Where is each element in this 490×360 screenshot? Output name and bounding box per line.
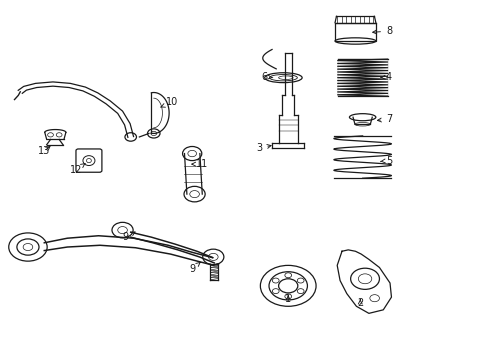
Text: 8: 8 [373, 26, 392, 36]
Text: 7: 7 [377, 114, 392, 124]
Text: 2: 2 [357, 298, 364, 308]
Text: 9: 9 [123, 232, 135, 242]
Text: 13: 13 [38, 146, 50, 156]
Text: 12: 12 [70, 163, 85, 175]
Text: 9: 9 [189, 262, 200, 274]
Text: 11: 11 [192, 159, 208, 169]
Text: 1: 1 [285, 294, 291, 304]
Text: 3: 3 [256, 143, 271, 153]
Text: 10: 10 [161, 98, 178, 107]
Text: 6: 6 [261, 72, 273, 82]
Text: 4: 4 [380, 72, 392, 82]
Text: 5: 5 [380, 156, 392, 166]
